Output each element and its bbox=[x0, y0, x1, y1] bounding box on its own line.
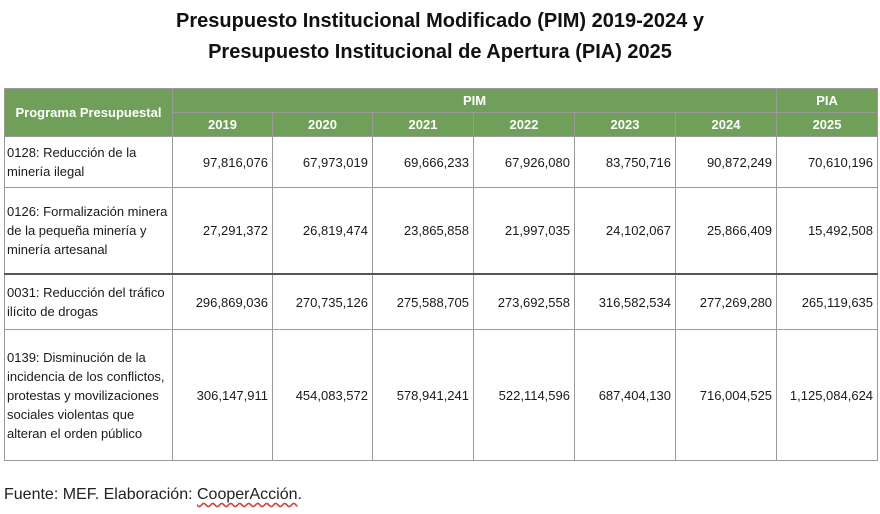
budget-value-cell: 15,492,508 bbox=[776, 187, 879, 275]
budget-value-cell: 306,147,911 bbox=[172, 329, 273, 461]
year-header: 2021 bbox=[372, 112, 474, 137]
budget-value-cell: 578,941,241 bbox=[372, 329, 474, 461]
budget-value-cell: 716,004,525 bbox=[674, 329, 778, 461]
budget-value-cell: 27,291,372 bbox=[172, 187, 273, 275]
program-name-cell: 0031: Reducción del tráfico ilícito de d… bbox=[4, 273, 173, 330]
budget-value-cell: 273,692,558 bbox=[473, 273, 575, 330]
program-name-cell: 0126: Formalización minera de la pequeña… bbox=[4, 187, 173, 275]
source-organization: CooperAcción bbox=[196, 486, 298, 503]
budget-value-cell: 316,582,534 bbox=[574, 273, 676, 330]
budget-value-cell: 25,866,409 bbox=[674, 187, 778, 275]
year-header: 2022 bbox=[473, 112, 575, 137]
budget-value-cell: 522,114,596 bbox=[473, 329, 575, 461]
budget-value-cell: 296,869,036 bbox=[172, 273, 273, 330]
budget-value-cell: 67,973,019 bbox=[272, 136, 373, 188]
table-row: 0126: Formalización minera de la pequeña… bbox=[4, 187, 879, 275]
pia-group-header: PIA bbox=[776, 88, 879, 113]
title-line-2: Presupuesto Institucional de Apertura (P… bbox=[208, 41, 672, 63]
budget-value-cell: 90,872,249 bbox=[674, 136, 778, 188]
table-row: 0128: Reducción de la minería ilegal 97,… bbox=[4, 136, 879, 188]
source-note: Fuente: MEF. Elaboración: CooperAcción. bbox=[4, 486, 302, 504]
table-row: 0031: Reducción del tráfico ilícito de d… bbox=[4, 273, 879, 330]
budget-value-cell: 275,588,705 bbox=[372, 273, 474, 330]
program-name-cell: 0128: Reducción de la minería ilegal bbox=[4, 136, 173, 188]
budget-value-cell: 265,119,635 bbox=[776, 273, 879, 330]
source-prefix: Fuente: MEF. Elaboración: bbox=[4, 486, 197, 503]
budget-value-cell: 83,750,716 bbox=[574, 136, 676, 188]
year-header: 2025 bbox=[776, 112, 879, 137]
page-title: Presupuesto Institucional Modificado (PI… bbox=[0, 6, 880, 68]
program-column-header: Programa Presupuestal bbox=[4, 88, 173, 137]
budget-value-cell: 270,735,126 bbox=[272, 273, 373, 330]
budget-value-cell: 23,865,858 bbox=[372, 187, 474, 275]
year-header: 2023 bbox=[574, 112, 676, 137]
budget-value-cell: 97,816,076 bbox=[172, 136, 273, 188]
budget-table: Programa Presupuestal PIM PIA 2019 2020 … bbox=[4, 88, 879, 461]
pim-group-header: PIM bbox=[171, 88, 778, 113]
year-header: 2019 bbox=[172, 112, 273, 137]
budget-value-cell: 26,819,474 bbox=[272, 187, 373, 275]
budget-value-cell: 1,125,084,624 bbox=[776, 329, 879, 461]
year-header: 2024 bbox=[674, 112, 778, 137]
year-header: 2020 bbox=[272, 112, 373, 137]
table-row: 0139: Disminución de la incidencia de lo… bbox=[4, 329, 879, 461]
budget-value-cell: 687,404,130 bbox=[574, 329, 676, 461]
budget-value-cell: 67,926,080 bbox=[473, 136, 575, 188]
budget-value-cell: 454,083,572 bbox=[272, 329, 373, 461]
budget-value-cell: 277,269,280 bbox=[674, 273, 778, 330]
program-name-cell: 0139: Disminución de la incidencia de lo… bbox=[4, 329, 173, 461]
budget-value-cell: 69,666,233 bbox=[372, 136, 474, 188]
source-suffix: . bbox=[297, 486, 302, 503]
budget-value-cell: 24,102,067 bbox=[574, 187, 676, 275]
title-line-1: Presupuesto Institucional Modificado (PI… bbox=[176, 10, 704, 32]
budget-value-cell: 70,610,196 bbox=[776, 136, 879, 188]
budget-value-cell: 21,997,035 bbox=[473, 187, 575, 275]
